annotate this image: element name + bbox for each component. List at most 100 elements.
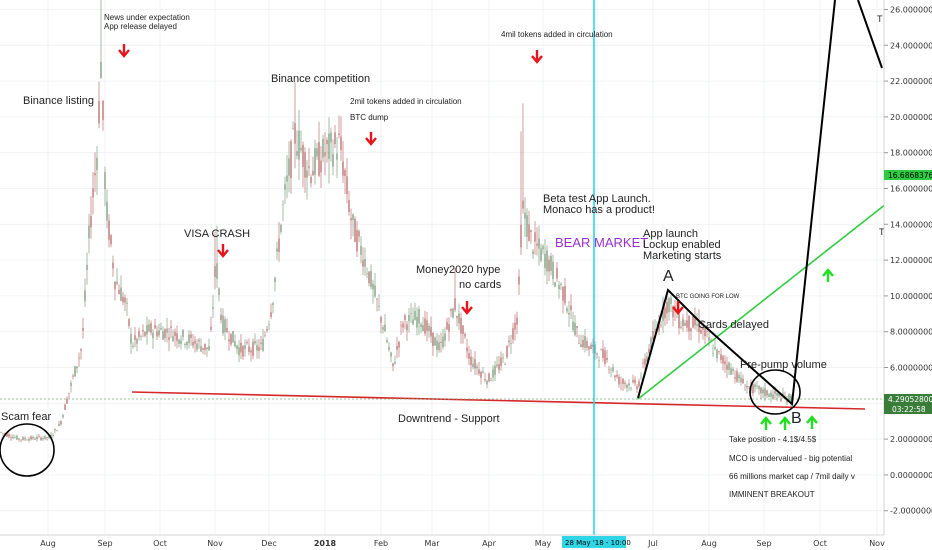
candle-body [42, 438, 44, 439]
candle-body [174, 331, 176, 337]
candle-body [314, 148, 316, 175]
candle-body [640, 376, 642, 378]
candle-body [366, 273, 368, 275]
candle-body [462, 325, 464, 335]
candle-body [78, 357, 80, 359]
candle-body [158, 330, 160, 336]
candle-body [148, 324, 150, 332]
candle-body [168, 337, 170, 341]
support-line [131, 391, 866, 410]
candle-body [492, 369, 494, 378]
candle-body [250, 350, 252, 353]
x-tick-label: Dec [261, 539, 276, 548]
candle-body [778, 393, 780, 397]
annotation-bear-market: BEAR MARKET [555, 235, 648, 250]
candle-body [384, 324, 386, 332]
candle-body [568, 312, 570, 315]
edge-label-mid: T [879, 227, 885, 237]
candle-body [412, 319, 414, 325]
candle-body [334, 132, 336, 144]
candle-body [388, 347, 390, 350]
candle-body [624, 382, 626, 385]
candle-body [22, 437, 24, 441]
candle-body [338, 133, 340, 135]
x-tick-label: Feb [374, 539, 388, 548]
candle-body [574, 322, 576, 336]
candle-body [408, 314, 410, 322]
candle-body [0, 431, 2, 433]
candle-body [122, 296, 124, 303]
candle-body [744, 389, 746, 391]
candle-body [120, 287, 122, 301]
candle-body [578, 343, 580, 344]
candle-body [18, 438, 20, 440]
candle-body [46, 437, 48, 438]
candle-body [292, 128, 294, 129]
annotation-app-launch: App launch [643, 228, 698, 240]
down-arrow-icon [118, 44, 130, 58]
candle-body [128, 319, 130, 327]
candle-body [714, 347, 716, 349]
candle-body [66, 398, 68, 404]
candle-body [54, 429, 56, 431]
candle-body [166, 328, 168, 333]
candle-body [424, 318, 426, 334]
candle-body [440, 341, 442, 343]
x-tick-label: Apr [482, 539, 497, 548]
candle-body [680, 326, 682, 328]
annotation-app-delayed: App release delayed [104, 22, 177, 31]
candle-body [216, 263, 218, 279]
candle-body [188, 334, 190, 343]
candle-body [436, 340, 438, 350]
candle-body [330, 132, 332, 143]
candle-body [500, 357, 502, 366]
candle-body [582, 339, 584, 347]
annotation-undervalued: MCO is undervalued - big potential [729, 454, 852, 463]
candle-body [730, 368, 732, 375]
candles [0, 0, 792, 443]
candle-body [490, 379, 492, 381]
candle-body [450, 309, 452, 312]
candle-body [534, 232, 536, 242]
candle-body [160, 328, 162, 330]
candle-body [472, 363, 474, 368]
candle-body [284, 184, 286, 190]
candle-body [496, 364, 498, 367]
candle-body [320, 160, 322, 173]
candle-body [616, 374, 618, 377]
candle-body [664, 307, 666, 319]
candle-body [184, 343, 186, 346]
candle-body [392, 363, 394, 367]
candle-body [588, 346, 590, 350]
candle-body [442, 336, 444, 348]
candle-body [642, 362, 644, 364]
candle-body [278, 238, 280, 253]
candle-body [652, 331, 654, 340]
candle-body [328, 133, 330, 160]
candle-body [734, 377, 736, 379]
candle-body [382, 327, 384, 330]
candle-body [594, 344, 596, 354]
candle-body [444, 333, 446, 341]
candle-body [668, 298, 670, 313]
candle-body [704, 328, 706, 337]
candle-body [742, 378, 744, 384]
candle-body [262, 338, 264, 351]
candle-body [88, 225, 90, 239]
candle-body [596, 353, 598, 355]
candle-body [218, 288, 220, 295]
candle-body [702, 327, 704, 331]
candle-body [302, 144, 304, 167]
countdown-label: 03:22:58 [892, 405, 926, 414]
candle-body [482, 371, 484, 373]
candle-body [350, 217, 352, 221]
candle-body [474, 359, 476, 369]
candle-body [44, 435, 46, 439]
candle-body [126, 302, 128, 304]
candle-body [20, 439, 22, 441]
annotation-binance-competition: Binance competition [271, 73, 370, 85]
candle-body [476, 366, 478, 369]
candle-body [628, 383, 630, 386]
